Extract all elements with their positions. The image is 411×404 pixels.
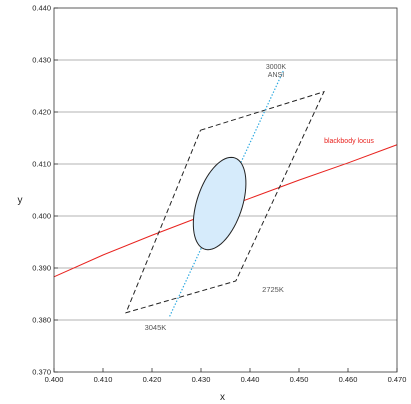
x-tick-label: 0.420 — [143, 375, 162, 384]
y-tick-label: 0.400 — [32, 212, 51, 221]
y-tick-label: 0.390 — [32, 264, 51, 273]
y-tick-label: 0.410 — [32, 160, 51, 169]
y-tick-label: 0.380 — [32, 316, 51, 325]
annotation-3045k: 3045K — [145, 323, 167, 332]
annotations: 3000K ANSI blackbody locus 2725K 3045K — [145, 64, 375, 332]
ansi-quadrangle-line — [125, 90, 325, 314]
x-tick-label: 0.470 — [388, 375, 407, 384]
ticks: 0.400 0.410 0.420 0.430 0.440 0.450 0.460 0.470… — [32, 4, 406, 385]
y-tick-label: 0.430 — [32, 56, 51, 65]
y-axis-label: y — [18, 195, 23, 206]
macadam-ellipse — [192, 156, 247, 251]
annotation-2725k: 2725K — [262, 285, 284, 294]
x-tick-label: 0.430 — [192, 375, 211, 384]
annotation-line: ANSI — [268, 72, 284, 79]
annotation-3000k-ansi: 3000K ANSI — [266, 64, 287, 79]
ellipse-layer — [192, 156, 247, 251]
annotation-blackbody-locus: blackbody locus — [324, 138, 374, 145]
annotation-line: 3045K — [145, 323, 167, 332]
annotation-line: blackbody locus — [324, 138, 374, 145]
x-tick-label: 0.440 — [241, 375, 260, 384]
annotation-line: 3000K — [266, 64, 287, 71]
y-tick-label: 0.420 — [32, 108, 51, 117]
x-tick-label: 0.410 — [94, 375, 113, 384]
y-tick-label: 0.440 — [32, 4, 51, 13]
y-tick-label: 0.370 — [32, 368, 51, 377]
annotation-line: 2725K — [262, 285, 284, 294]
x-tick-label: 0.460 — [339, 375, 358, 384]
plot-frame — [53, 7, 398, 373]
x-tick-label: 0.400 — [45, 375, 64, 384]
x-tick-label: 0.450 — [290, 375, 309, 384]
x-axis-label: x — [220, 392, 225, 403]
